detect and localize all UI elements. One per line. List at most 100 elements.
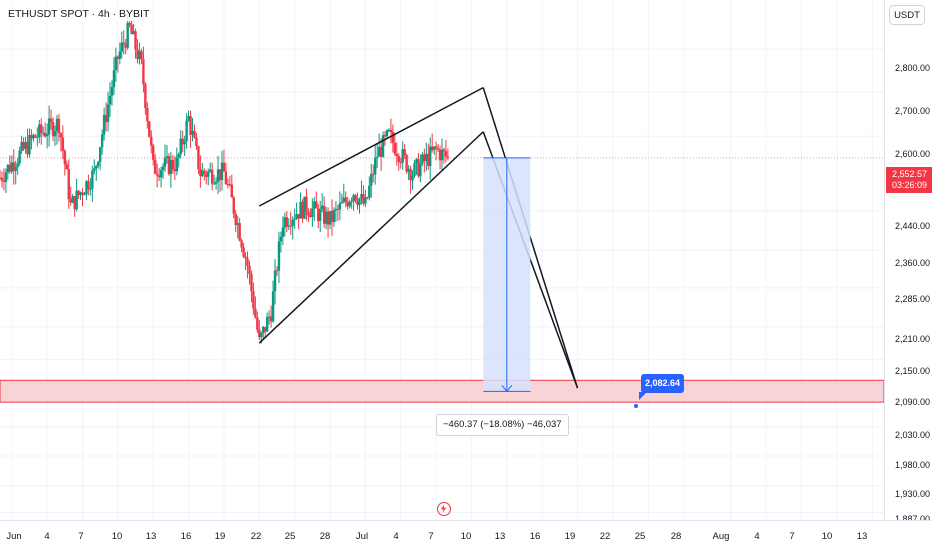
price-chart[interactable] (0, 0, 884, 520)
chart-canvas[interactable] (0, 0, 884, 520)
candle-body (242, 247, 245, 257)
candle-body (28, 134, 31, 155)
candle-body (104, 114, 108, 122)
candle-body (267, 316, 271, 318)
candle-body (430, 146, 434, 150)
candle-body (348, 201, 351, 207)
candle-body (173, 169, 177, 172)
candle-body (43, 132, 47, 137)
candle-body (201, 170, 204, 177)
candle-body (38, 124, 41, 137)
candle-body (51, 122, 55, 137)
time-axis-label: 7 (428, 531, 434, 542)
candle-body (85, 181, 88, 195)
callout-anchor-dot[interactable] (634, 404, 638, 408)
candle-body (250, 273, 253, 292)
candle-body (287, 225, 290, 227)
candle-body (265, 316, 269, 332)
candle-body (183, 141, 186, 145)
candle-body (377, 147, 381, 157)
candle-body (303, 196, 306, 219)
candle-body (81, 192, 84, 196)
candle-body (273, 270, 277, 292)
candle-body (10, 162, 13, 172)
candle-body (260, 332, 263, 338)
candle-body (401, 149, 404, 163)
candle-body (222, 162, 226, 172)
candle-body (387, 129, 391, 131)
candle-body (305, 196, 308, 212)
candle-body (275, 270, 279, 272)
candle-body (98, 147, 102, 162)
candle-body (8, 164, 12, 172)
candle-body (436, 148, 440, 150)
candle-body (379, 147, 383, 157)
candle-body (362, 194, 365, 204)
candle-body (0, 177, 4, 181)
candle-body (444, 151, 448, 157)
time-axis-label: 19 (214, 531, 226, 542)
candle-body (138, 51, 141, 60)
time-axis-label: 28 (319, 531, 331, 542)
candle-body (383, 135, 387, 137)
candle-body (175, 157, 178, 172)
candle-body (220, 162, 224, 180)
candle-body (340, 202, 344, 204)
candle-body (16, 163, 19, 168)
lightning-icon[interactable] (437, 502, 451, 516)
target-price-callout[interactable]: 2,082.64 (639, 374, 684, 400)
price-axis-label: 2,600.00 (895, 149, 931, 159)
candle-body (128, 22, 131, 25)
candle-body (440, 149, 444, 161)
symbol-title[interactable]: ETHUSDT SPOT · 4h · BYBIT (6, 7, 152, 21)
time-axis-label: 10 (111, 531, 123, 542)
price-axis[interactable] (884, 0, 932, 520)
candle-body (100, 134, 104, 148)
candle-body (163, 157, 167, 167)
price-axis-label: 2,210.00 (895, 334, 931, 344)
price-range-label[interactable]: −460.37 (−18.08%) −46,037 (436, 414, 569, 436)
candle-body (264, 326, 267, 332)
candle-body (36, 136, 39, 138)
candle-body (319, 208, 322, 222)
candle-body (146, 108, 149, 122)
time-axis-label: 22 (250, 531, 262, 542)
candle-body (320, 205, 324, 209)
time-axis-label: 13 (494, 531, 506, 542)
price-axis-label: 2,030.00 (895, 430, 931, 440)
candle-body (97, 161, 100, 166)
candle-body (199, 169, 202, 177)
candle-body (230, 184, 234, 198)
time-axis[interactable]: Jun 4 7 10 13 16 19 22 25 28 Jul 4 7 10 … (0, 520, 932, 551)
candle-body (77, 190, 80, 196)
time-axis-label: 7 (78, 531, 84, 542)
candle-body (434, 146, 438, 149)
candle-body (354, 195, 357, 201)
candle-body (246, 258, 249, 266)
candle-body (187, 116, 190, 121)
candle-body (14, 167, 17, 171)
candle-body (374, 157, 377, 175)
candle-body (89, 188, 92, 190)
candle-body (24, 141, 27, 149)
candle-body (116, 56, 120, 59)
candle-body (207, 171, 210, 177)
candle-body (315, 201, 318, 209)
candle-body (442, 149, 446, 152)
candle-body (421, 154, 424, 164)
time-axis-label: 4 (393, 531, 399, 542)
candle-body (83, 194, 86, 196)
candle-body (391, 131, 395, 143)
candle-body (144, 84, 147, 109)
candle-body (4, 172, 8, 182)
candle-body (360, 194, 363, 199)
candle-body (429, 146, 432, 167)
candle-body (12, 162, 15, 171)
price-axis-label: 1,887.00 (895, 514, 931, 524)
candle-body (332, 210, 336, 222)
candle-body (210, 169, 214, 184)
candle-body (185, 120, 188, 142)
candle-body (224, 171, 228, 184)
currency-button[interactable]: USDT (889, 5, 925, 25)
candle-body (252, 291, 255, 309)
